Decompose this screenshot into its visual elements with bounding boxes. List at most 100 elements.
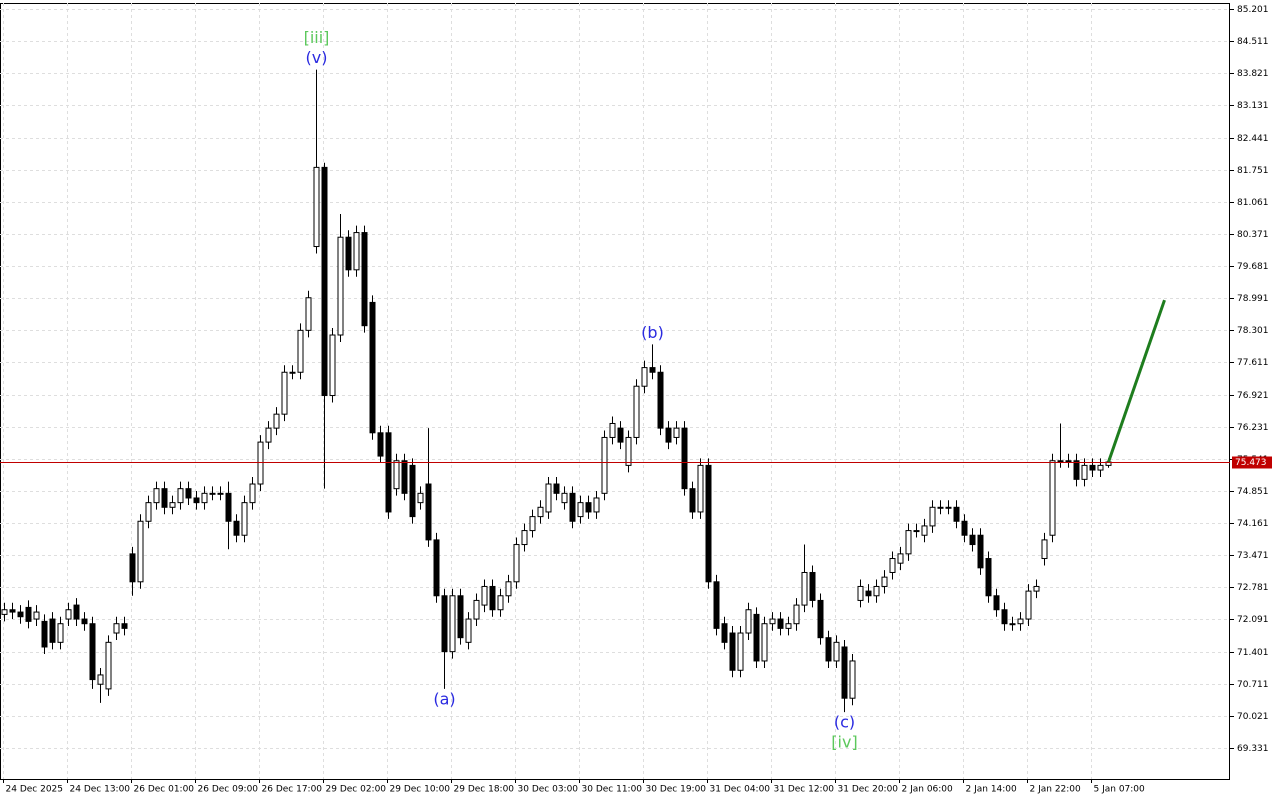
candle-body [1065, 460, 1072, 463]
candle-body [209, 492, 216, 495]
candle-body [993, 595, 1000, 611]
candle-body [937, 506, 944, 509]
candle-body [217, 492, 224, 495]
y-tick-label: 76.921 [1237, 391, 1269, 401]
x-tick-label: 24 Dec 13:00 [70, 785, 131, 795]
candle-body [65, 609, 72, 620]
y-tick-label: 78.301 [1237, 326, 1269, 336]
candle-body [969, 534, 976, 546]
candle-body [1017, 618, 1024, 625]
candle-body [313, 166, 320, 248]
candle-body [649, 367, 656, 373]
candle-body [729, 632, 736, 671]
candle-body [673, 427, 680, 438]
candle-body [97, 674, 104, 685]
candle-body [785, 623, 792, 629]
candle-body [769, 618, 776, 625]
wave-label: (c) [834, 713, 855, 732]
x-tick-label: 5 Jan 07:00 [1094, 785, 1146, 795]
candle-body [697, 464, 704, 513]
x-tick-label: 2 Jan 22:00 [1030, 785, 1082, 795]
candle-body [513, 544, 520, 583]
candle-body [1089, 464, 1096, 471]
candle-body [257, 441, 264, 485]
x-tick-label: 31 Dec 20:00 [838, 785, 899, 795]
candle-body [289, 371, 296, 374]
candle-body [1049, 460, 1056, 536]
x-tick-label: 26 Dec 17:00 [262, 785, 323, 795]
candle-body [153, 488, 160, 504]
wave-label: (b) [641, 323, 664, 342]
y-tick-label: 79.681 [1237, 262, 1269, 272]
candle-body [665, 427, 672, 443]
candle-body [537, 506, 544, 518]
candle-body [977, 534, 984, 569]
candle-body [777, 618, 784, 629]
candle-body [425, 483, 432, 541]
x-tick-label: 30 Dec 03:00 [518, 785, 579, 795]
candle-body [633, 385, 640, 438]
candle-body [321, 166, 328, 397]
y-tick-label: 70.711 [1237, 680, 1269, 690]
candle-body [305, 297, 312, 331]
candle-body [553, 483, 560, 494]
candle-body [225, 492, 232, 522]
candle-body [625, 436, 632, 466]
candle-body [417, 492, 424, 504]
y-tick-label: 81.751 [1237, 166, 1269, 176]
y-tick-label: 71.401 [1237, 648, 1269, 658]
candle-body [873, 585, 880, 597]
candle-body [57, 623, 64, 643]
candle-body [1009, 623, 1016, 626]
candle-body [721, 623, 728, 643]
candle-body [713, 581, 720, 629]
candle-body [1081, 464, 1088, 480]
y-tick-label: 83.131 [1237, 101, 1269, 111]
wave-label: (a) [433, 689, 455, 708]
candle-body [1057, 460, 1064, 463]
candle-body [793, 604, 800, 625]
candle-body [497, 595, 504, 611]
candle-body [985, 558, 992, 597]
candle-body [17, 611, 24, 618]
candle-body [505, 581, 512, 597]
candle-body [465, 618, 472, 643]
y-tick-label: 83.821 [1237, 69, 1269, 79]
x-tick-label: 29 Dec 10:00 [390, 785, 451, 795]
candle-body [905, 530, 912, 555]
candle-body [833, 641, 840, 662]
candle-body [281, 371, 288, 415]
candle-body [897, 553, 904, 564]
candle-body [121, 623, 128, 629]
candle-body [393, 460, 400, 490]
candle-body [921, 525, 928, 536]
candle-body [753, 613, 760, 662]
x-tick-label: 24 Dec 2025 [6, 785, 64, 795]
candle-body [913, 530, 920, 533]
candle-body [9, 609, 16, 613]
candle-body [593, 497, 600, 513]
candle-body [889, 558, 896, 573]
x-tick-label: 26 Dec 01:00 [134, 785, 195, 795]
y-tick-label: 74.161 [1237, 519, 1269, 529]
x-tick-label: 29 Dec 02:00 [326, 785, 387, 795]
candle-body [929, 506, 936, 527]
overlays: 75.473 (v)[iii] (a) (b) (c)[iv] [0, 28, 1272, 752]
candle-body [433, 539, 440, 597]
candle-body [273, 413, 280, 429]
projection-line [1107, 299, 1166, 463]
current-price-box [1232, 456, 1272, 469]
candle-body [849, 660, 856, 699]
y-tick-label: 82.441 [1237, 134, 1269, 144]
candle-body [737, 632, 744, 671]
candle-body [49, 618, 56, 643]
y-tick-label: 85.201 [1237, 5, 1269, 15]
candle-body [761, 623, 768, 662]
candle-body [329, 334, 336, 397]
candle-body [377, 432, 384, 457]
candle-body [801, 571, 808, 606]
candle-body [25, 606, 32, 622]
y-tick-label: 78.991 [1237, 294, 1269, 304]
